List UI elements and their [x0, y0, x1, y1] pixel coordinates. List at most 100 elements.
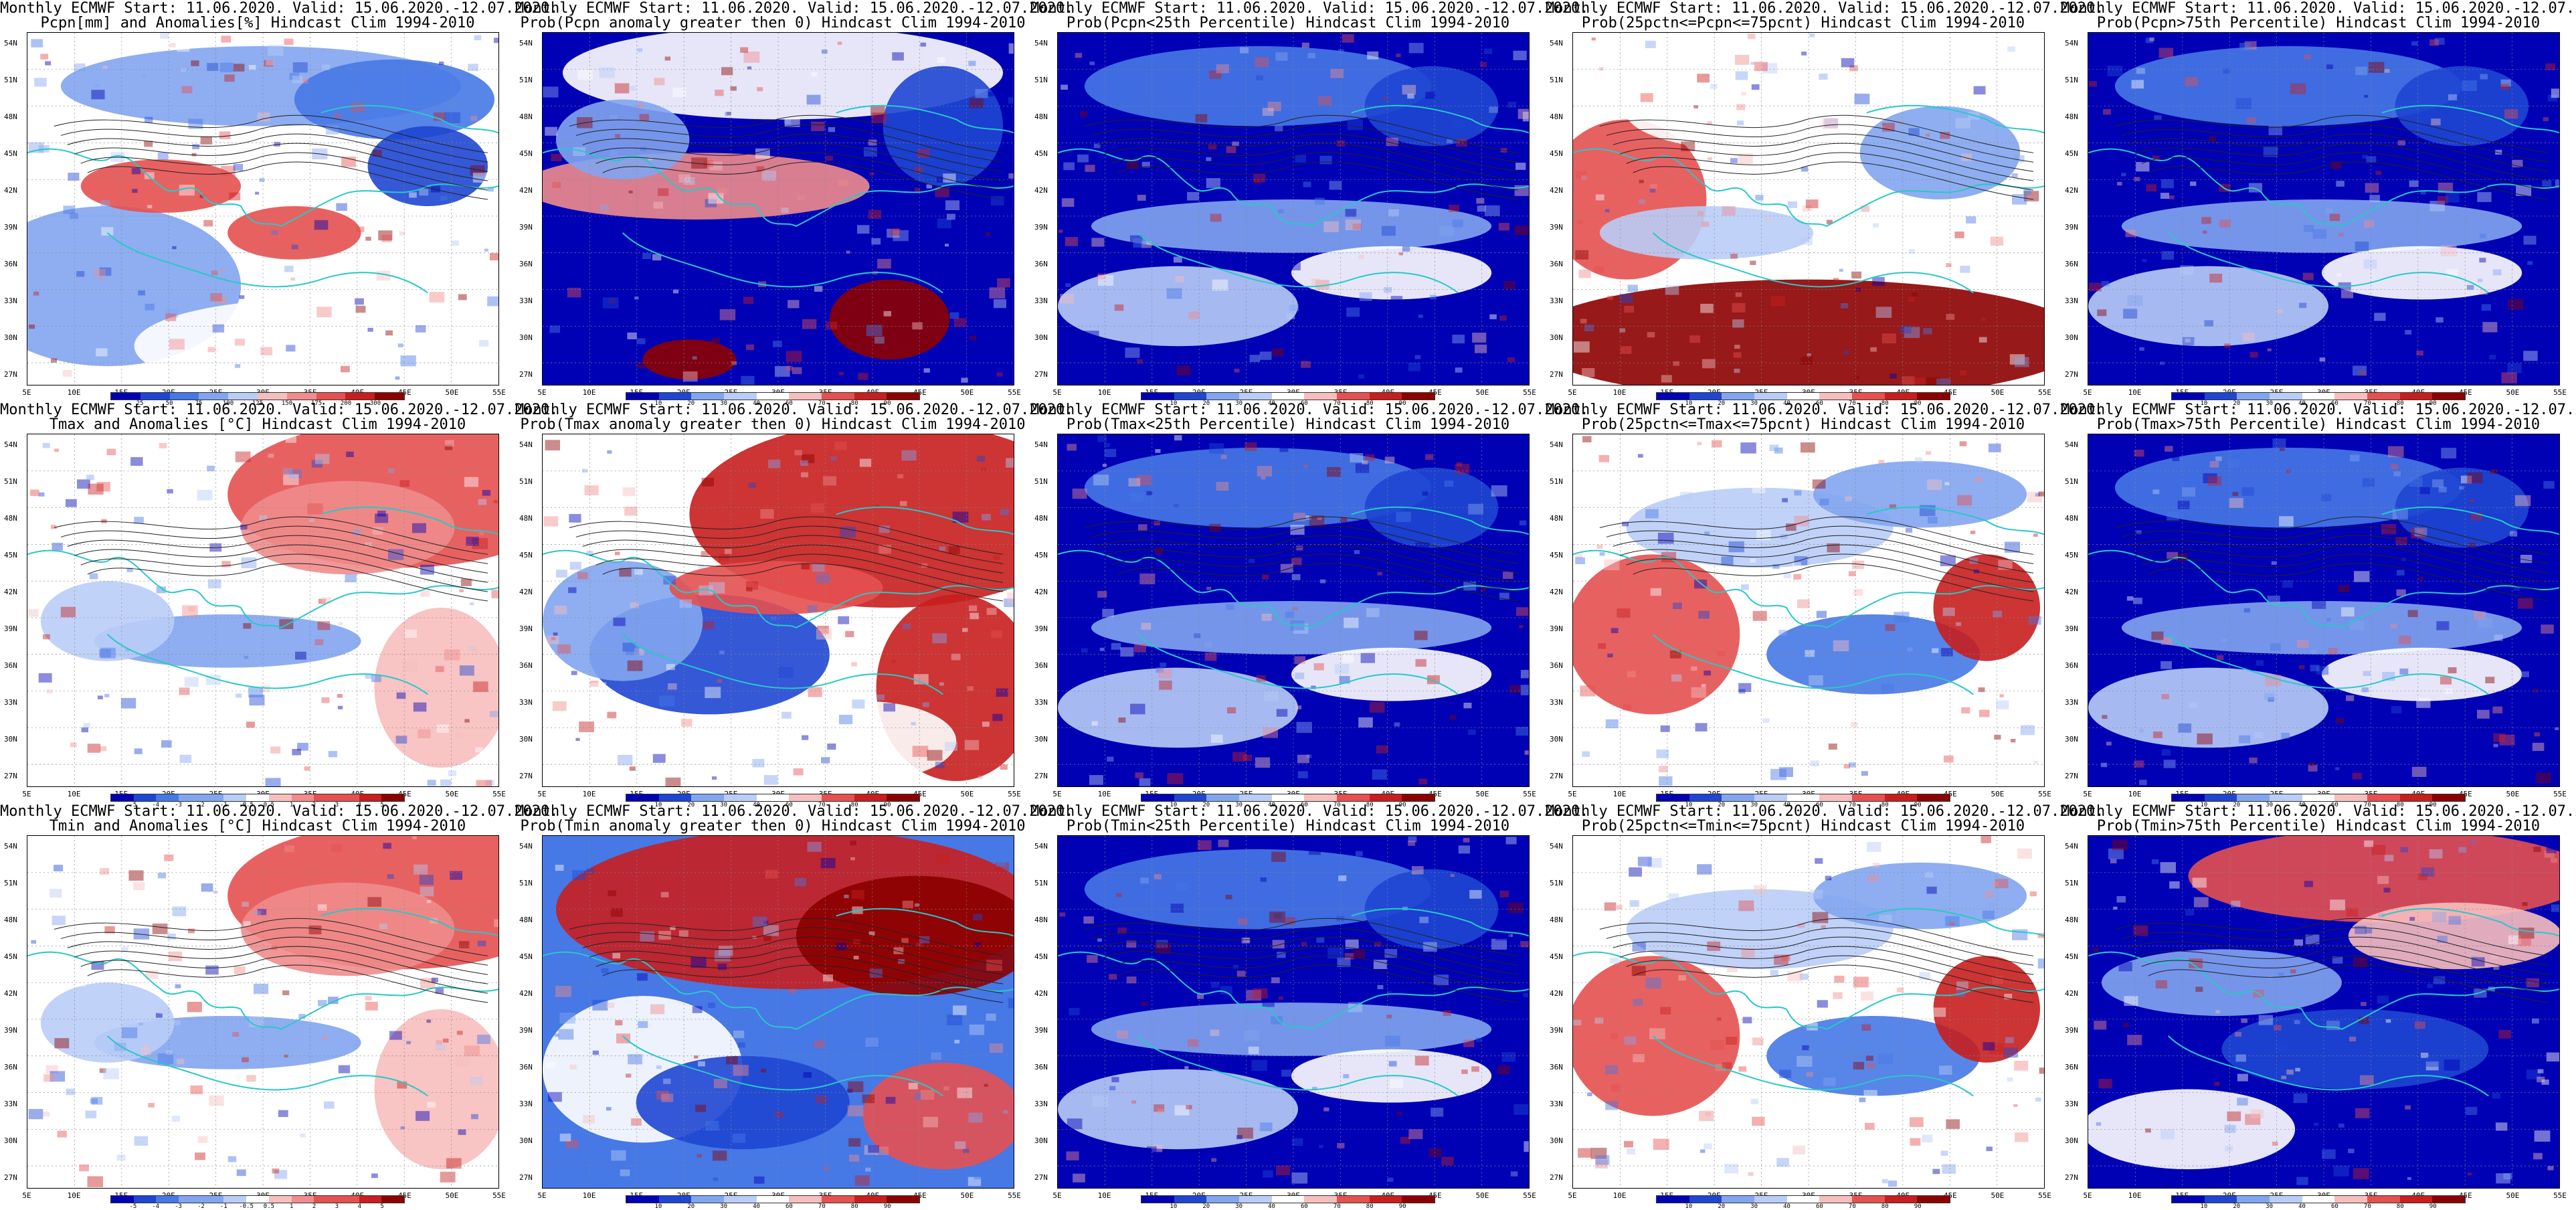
- field-cell: [1073, 1173, 1085, 1183]
- anomaly-region: [2088, 1089, 2296, 1170]
- field-cell: [1396, 54, 1401, 58]
- field-cell: [1211, 982, 1220, 988]
- field-cell: [1275, 1165, 1290, 1176]
- field-cell: [1008, 173, 1014, 179]
- anomaly-region: [1091, 1003, 1492, 1056]
- field-cell: [2250, 1109, 2264, 1118]
- field-cell: [622, 642, 636, 652]
- field-cell: [1740, 442, 1756, 454]
- anomaly-region: [294, 59, 495, 140]
- colorbar-swatch: [724, 794, 757, 801]
- field-cell: [1083, 916, 1094, 924]
- field-cell: [99, 746, 107, 752]
- field-cell: [52, 543, 63, 551]
- field-cell: [1936, 378, 1951, 385]
- field-cell: [2398, 635, 2411, 644]
- field-cell: [1515, 607, 1529, 616]
- field-cell: [2009, 354, 2025, 365]
- field-cell: [1985, 891, 1994, 897]
- field-cell: [288, 469, 302, 479]
- lon-label: 10E: [67, 388, 81, 397]
- field-cell: [1210, 734, 1223, 743]
- field-cell: [143, 1045, 149, 1049]
- field-cell: [2204, 320, 2213, 327]
- field-cell: [2088, 81, 2097, 87]
- map-field: [542, 434, 1014, 787]
- colorbar-swatch: [691, 1196, 725, 1203]
- field-cell: [1093, 474, 1109, 486]
- field-cell: [1008, 43, 1014, 54]
- field-cell: [2136, 68, 2145, 74]
- field-cell: [1075, 179, 1084, 186]
- field-cell: [1716, 1017, 1722, 1021]
- field-cell: [1881, 1179, 1888, 1184]
- field-cell: [1514, 225, 1529, 236]
- field-cell: [1089, 775, 1103, 785]
- field-cell: [2470, 499, 2474, 503]
- field-cell: [96, 348, 108, 357]
- field-cell: [1769, 444, 1779, 452]
- field-cell: [1850, 721, 1858, 727]
- field-cell: [760, 1068, 767, 1073]
- field-cell: [144, 141, 153, 147]
- field-cell: [2203, 473, 2217, 484]
- field-cell: [2359, 1017, 2369, 1025]
- field-cell: [1604, 902, 1617, 911]
- field-cell: [165, 313, 177, 321]
- field-cell: [1735, 292, 1742, 297]
- field-cell: [2221, 638, 2227, 642]
- lat-label: 33N: [519, 698, 533, 707]
- colorbar-swatch: [268, 1196, 292, 1203]
- colorbar-tick-label: 100: [222, 400, 234, 407]
- field-cell: [132, 189, 138, 193]
- field-cell: [2492, 33, 2505, 41]
- colorbar: [110, 392, 405, 400]
- field-cell: [190, 1085, 203, 1094]
- field-cell: [838, 1075, 843, 1079]
- field-cell: [567, 287, 581, 298]
- field-cell: [46, 689, 53, 694]
- field-cell: [1313, 663, 1324, 671]
- field-cell: [2304, 54, 2311, 60]
- field-cell: [257, 909, 267, 916]
- field-cell: [1520, 669, 1529, 679]
- lat-label: 45N: [4, 149, 17, 158]
- field-cell: [653, 201, 663, 209]
- lat-label: 36N: [519, 1063, 533, 1071]
- field-cell: [2532, 742, 2545, 752]
- field-cell: [2480, 234, 2486, 239]
- field-cell: [2239, 735, 2251, 744]
- lat-label: 42N: [1550, 989, 1563, 998]
- field-cell: [745, 581, 759, 590]
- field-cell: [997, 278, 1010, 288]
- field-cell: [1849, 65, 1858, 72]
- field-cell: [1752, 610, 1767, 621]
- field-cell: [91, 90, 105, 100]
- field-cell: [1660, 725, 1670, 732]
- field-cell: [1154, 1104, 1165, 1112]
- field-cell: [1604, 559, 1620, 571]
- colorbar-swatch: [1141, 393, 1174, 400]
- field-cell: [2523, 351, 2538, 361]
- field-cell: [1932, 1007, 1946, 1017]
- field-cell: [763, 925, 779, 936]
- field-cell: [957, 1088, 973, 1098]
- field-cell: [2555, 179, 2559, 188]
- map-panel: Monthly ECMWF Start: 11.06.2020. Valid: …: [1030, 402, 1588, 809]
- field-cell: [1637, 857, 1652, 867]
- field-cell: [1882, 122, 1895, 132]
- field-cell: [241, 557, 257, 569]
- field-cell: [2547, 94, 2558, 102]
- lon-label: 10E: [1097, 388, 1111, 397]
- field-cell: [2201, 217, 2211, 224]
- field-cell: [1261, 476, 1266, 480]
- field-cell: [1752, 484, 1766, 493]
- field-cell: [346, 451, 354, 457]
- field-cell: [1650, 588, 1661, 596]
- colorbar-tick-label: 3: [335, 802, 339, 808]
- field-cell: [284, 1054, 288, 1058]
- field-cell: [2189, 702, 2197, 708]
- field-cell: [1362, 460, 1368, 464]
- field-cell: [181, 68, 187, 72]
- field-cell: [278, 1110, 288, 1118]
